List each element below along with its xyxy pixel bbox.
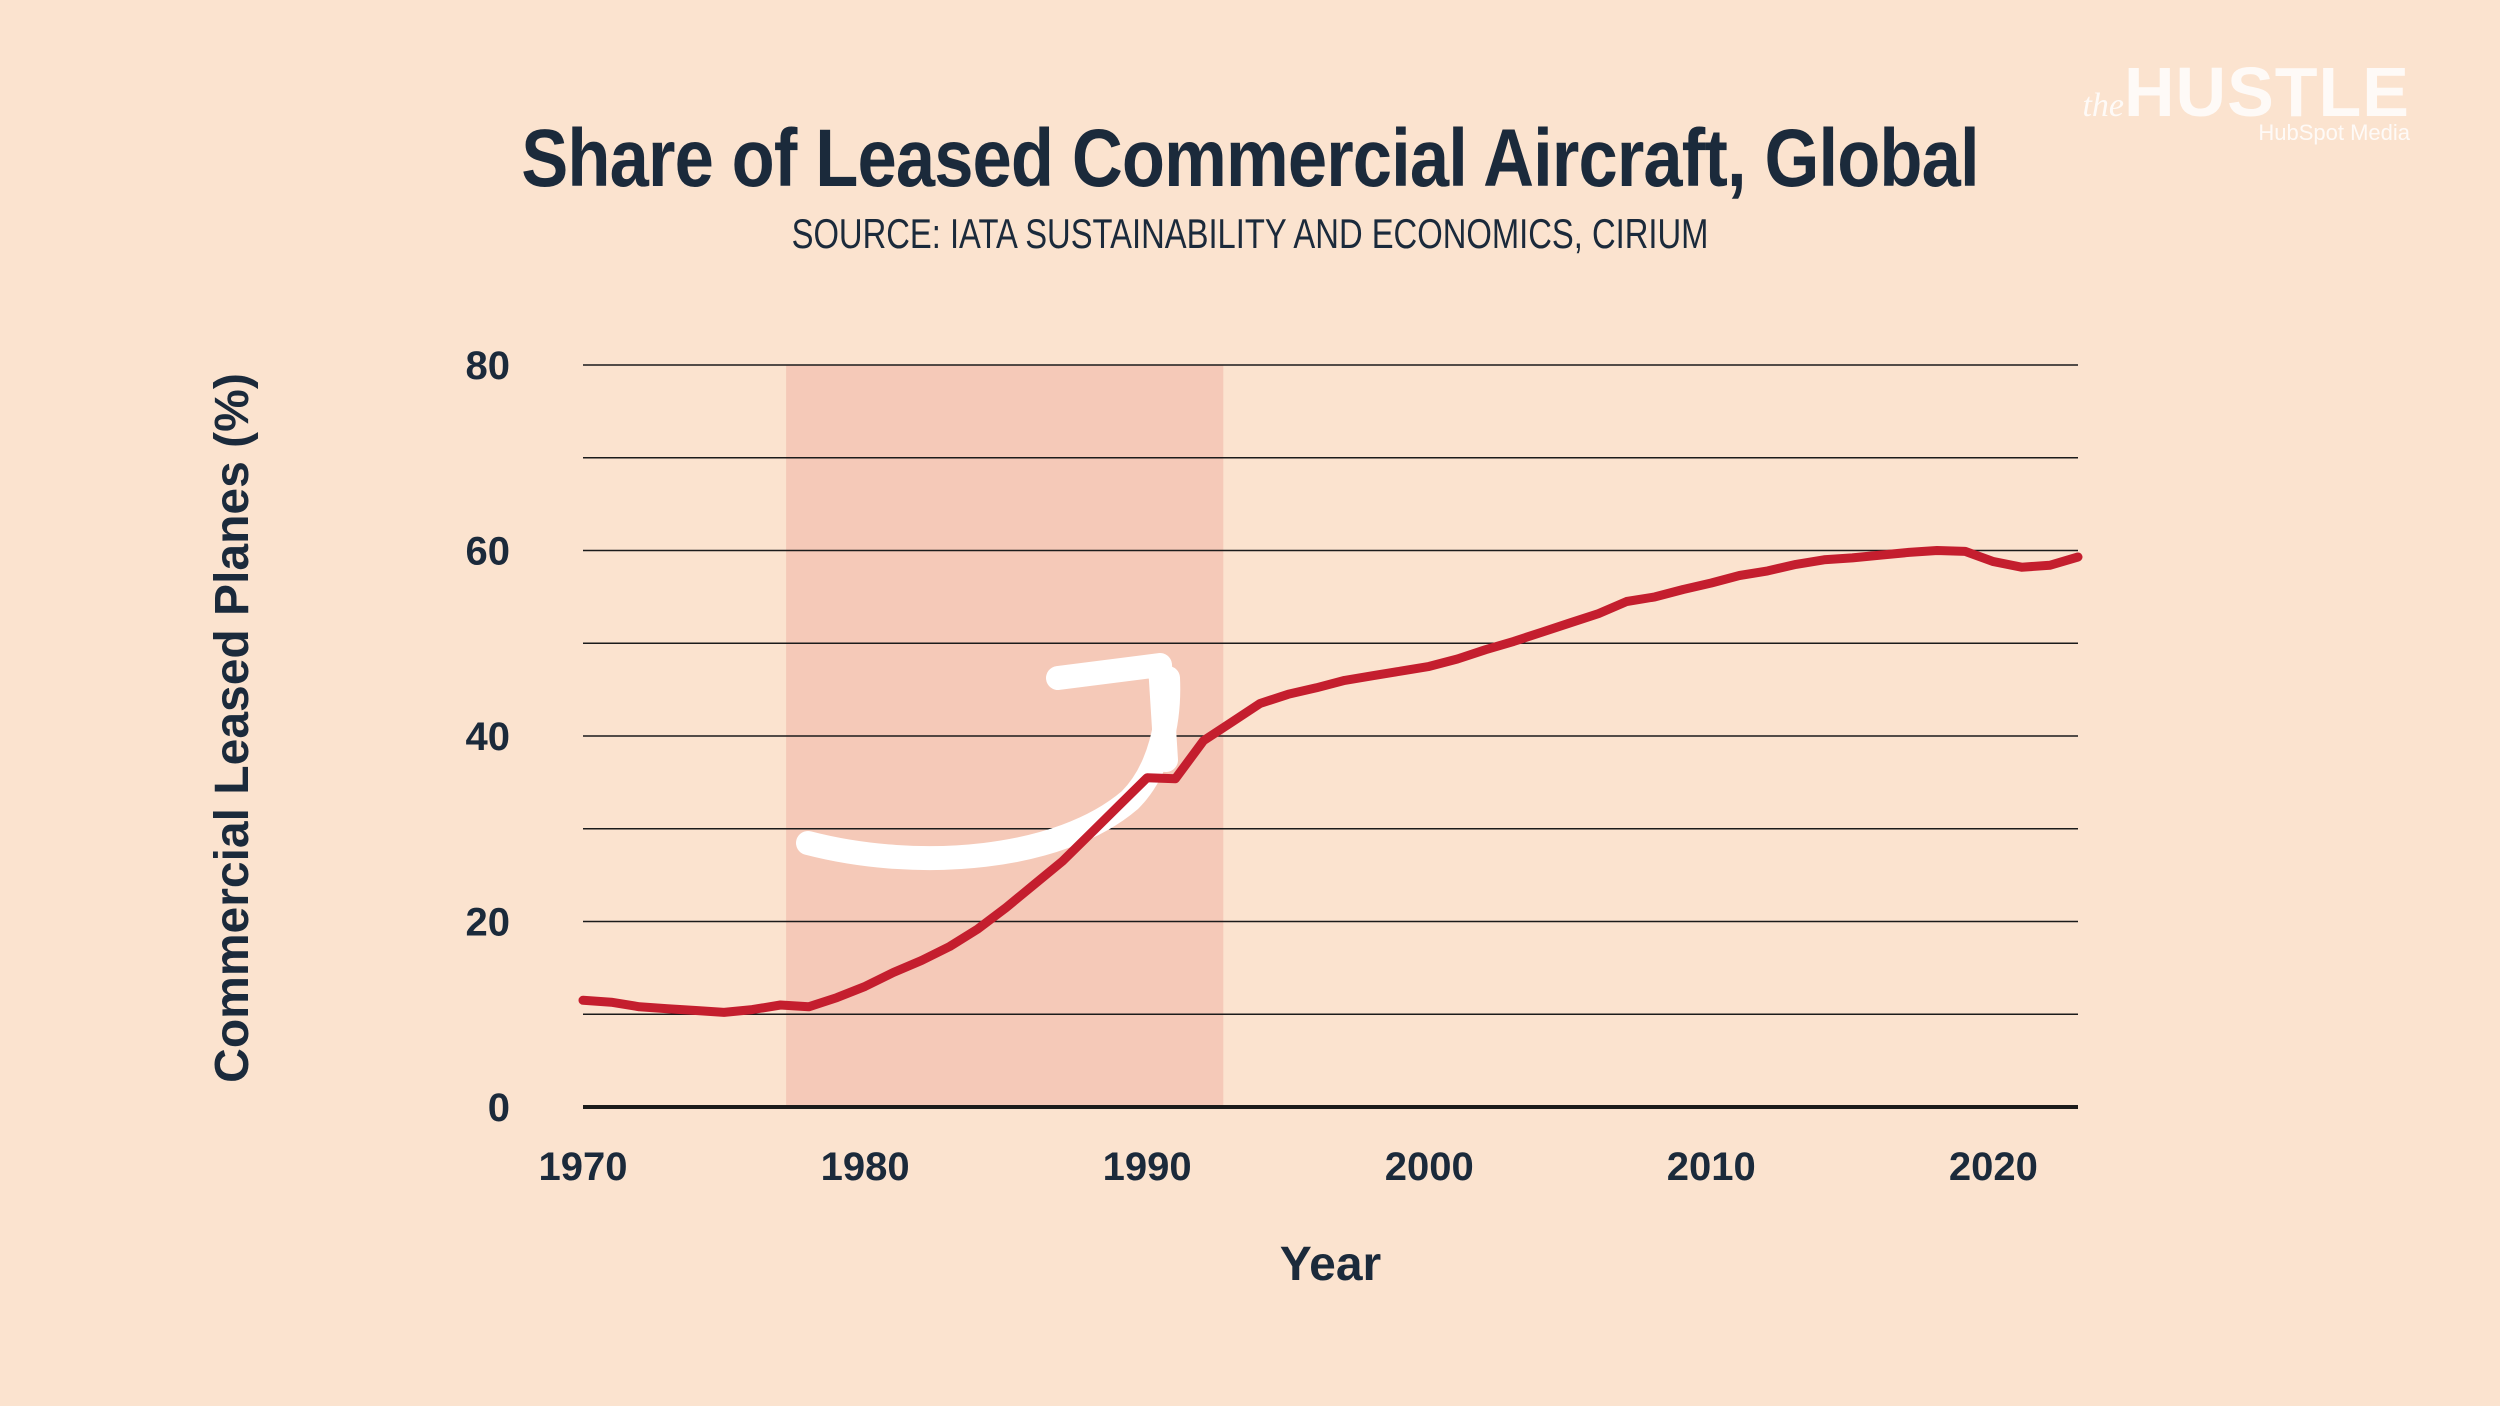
x-tick-label: 1970 [539, 1145, 628, 1189]
y-tick-label: 40 [466, 715, 511, 759]
grid-layer [583, 364, 2078, 1109]
arrow-head [1046, 653, 1178, 772]
y-tick-label: 80 [466, 344, 511, 388]
y-tick-label: 60 [466, 530, 511, 574]
series-line [578, 546, 2083, 1017]
y-axis-label: Commercial Leased Planes (%) [206, 373, 259, 1083]
brand-prefix: the [2082, 87, 2124, 124]
y-tick-label: 20 [466, 901, 511, 945]
tick-layer: 0 20 40 60 80 1970 1980 1990 2000 2010 2020 [466, 344, 2038, 1189]
x-tick-label: 2020 [1949, 1145, 2038, 1189]
x-tick-label: 2000 [1385, 1145, 1474, 1189]
chart-title: Share of Leased Commercial Aircraft, Glo… [521, 113, 1979, 204]
y-tick-label: 0 [488, 1086, 510, 1130]
series-layer [578, 546, 2083, 1017]
x-tick-label: 2010 [1667, 1145, 1756, 1189]
x-tick-label: 1980 [821, 1145, 910, 1189]
chart-subtitle: SOURCE: IATA SUSTAINABILITY AND ECONOMIC… [791, 210, 1709, 257]
x-tick-label: 1990 [1103, 1145, 1192, 1189]
x-axis-label: Year [1280, 1238, 1381, 1291]
brand-tagline: HubSpot Media [2258, 120, 2410, 145]
brand-name: HUSTLE [2124, 53, 2410, 131]
brand-logo: theHUSTLE HubSpot Media [2082, 52, 2410, 146]
